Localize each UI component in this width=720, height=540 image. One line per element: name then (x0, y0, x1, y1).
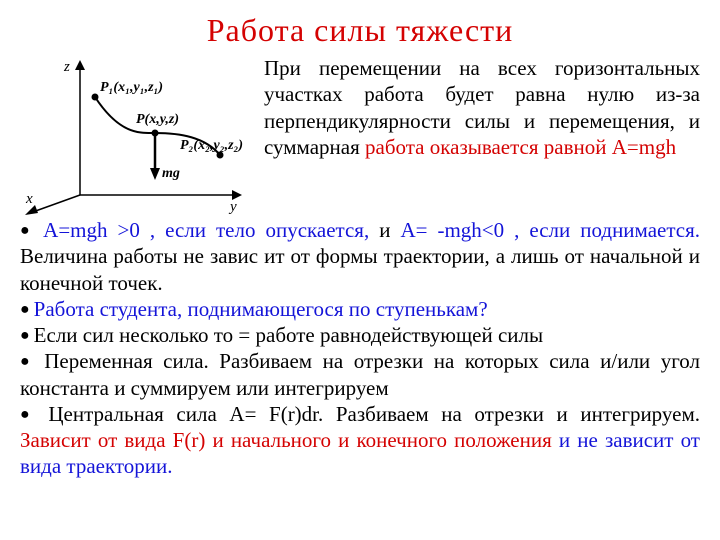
line4: Переменная сила. Разбиваем на отрезки на… (20, 349, 700, 399)
point-p1-label: P₁(x₁,y₁,z₁) (100, 80, 163, 95)
point-p-label: P(x,y,z) (136, 112, 179, 127)
slide-title: Работа силы тяжести (20, 12, 700, 49)
body-paragraph: A=mgh >0 , если тело опускается, и A= -m… (20, 217, 700, 480)
intro-paragraph: При перемещении на всех горизонтальных у… (264, 55, 700, 160)
line1-c: A= -mgh<0 , если поднимается. (400, 218, 700, 242)
trajectory-figure: z y x P₁(x₁,y₁,z₁) P(x,y,z) P₂(x₂,y₂,z₂)… (20, 55, 250, 221)
axis-y-label: y (228, 199, 237, 215)
line1-a: A=mgh >0 , если тело опускается, (43, 218, 369, 242)
line3: Если сил несколько то = работе равнодейс… (34, 323, 543, 347)
axis-z-label: z (63, 59, 70, 75)
line5-b: Зависит от вида F(r) и начального и коне… (20, 428, 552, 452)
intro-text-2: работа оказывается равной A=mgh (365, 135, 676, 159)
top-row: z y x P₁(x₁,y₁,z₁) P(x,y,z) P₂(x₂,y₂,z₂)… (20, 55, 700, 221)
line1-b: и (369, 218, 400, 242)
point-p2-label: P₂(x₂,y₂,z₂) (180, 138, 243, 153)
line5-a: Центральная сила A= F(r)dr. Разбиваем на… (48, 402, 700, 426)
axis-x-label: x (25, 191, 33, 207)
line2: Работа студента, поднимающегося по ступе… (34, 297, 488, 321)
vector-mg-label: mg (162, 166, 180, 181)
line1-d: Величина работы не завис ит от формы тра… (20, 244, 700, 294)
